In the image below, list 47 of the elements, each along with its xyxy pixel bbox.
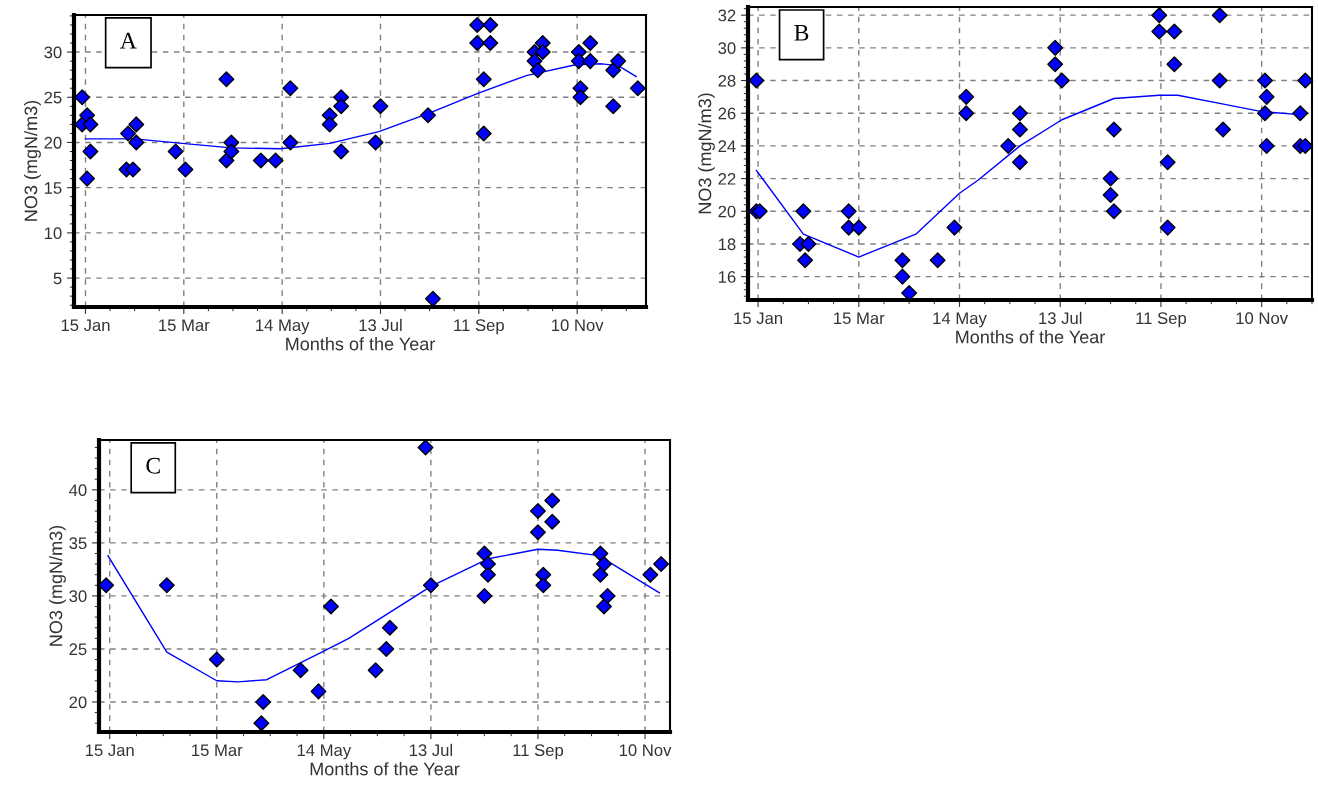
y-tick-label: 25 xyxy=(44,91,62,104)
annotation: A xyxy=(120,32,137,49)
y-tick-label: 22 xyxy=(718,172,736,185)
x-tick-label: 11 Sep xyxy=(513,744,564,760)
x-tick-label: 15 Jan xyxy=(85,744,134,757)
x-tick-label: 15 Jan xyxy=(61,319,110,332)
y-tick-label: 25 xyxy=(69,643,87,656)
y-tick-label: 10 xyxy=(44,227,62,240)
x-tick-label: 10 Nov xyxy=(552,319,604,332)
annotation: C xyxy=(146,457,160,474)
x-tick-label: 14 May xyxy=(256,319,310,335)
x-tick-label: 14 May xyxy=(297,744,352,760)
y-axis-title: NO3 (mgN/m3) xyxy=(698,93,715,214)
annotation: B xyxy=(794,25,809,41)
y-tick-label: 20 xyxy=(44,136,62,149)
y-tick-label: 30 xyxy=(44,46,62,59)
x-tick-label: 10 Nov xyxy=(1236,312,1288,325)
x-tick-label: 15 Jan xyxy=(734,312,783,325)
y-tick-label: 5 xyxy=(53,272,62,285)
x-tick-label: 15 Mar xyxy=(834,312,885,325)
y-tick-label: 40 xyxy=(69,484,87,497)
y-axis-title: NO3 (mgN/m3) xyxy=(24,100,41,221)
x-tick-label: 11 Sep xyxy=(454,319,504,335)
x-tick-label: 10 Nov xyxy=(619,744,672,757)
x-tick-label: 14 May xyxy=(933,312,987,328)
y-tick-label: 28 xyxy=(718,74,736,87)
y-tick-label: 30 xyxy=(718,42,736,55)
x-axis-title: Months of the Year xyxy=(310,762,460,776)
x-tick-label: 13 Jul xyxy=(409,743,453,757)
y-tick-label: 32 xyxy=(718,9,736,22)
y-tick-label: 24 xyxy=(718,140,736,152)
x-axis-title: Months of the Year xyxy=(286,337,435,351)
y-tick-label: 16 xyxy=(718,271,736,283)
x-tick-label: 11 Sep xyxy=(1136,312,1187,328)
y-tick-label: 15 xyxy=(44,182,62,194)
y-tick-label: 35 xyxy=(69,537,87,550)
y-tick-label: 18 xyxy=(718,238,736,251)
y-tick-label: 20 xyxy=(718,205,736,218)
x-tick-label: 13 Jul xyxy=(1039,311,1082,325)
y-tick-label: 30 xyxy=(69,590,87,603)
x-tick-label: 15 Mar xyxy=(192,744,243,757)
x-tick-label: 15 Mar xyxy=(159,319,210,332)
x-axis-title: Months of the Year xyxy=(956,330,1105,344)
y-tick-label: 26 xyxy=(718,107,736,120)
y-tick-label: 20 xyxy=(69,696,87,709)
x-tick-label: 13 Jul xyxy=(359,318,402,332)
y-axis-title: NO3 (mgN/m3) xyxy=(49,525,66,646)
